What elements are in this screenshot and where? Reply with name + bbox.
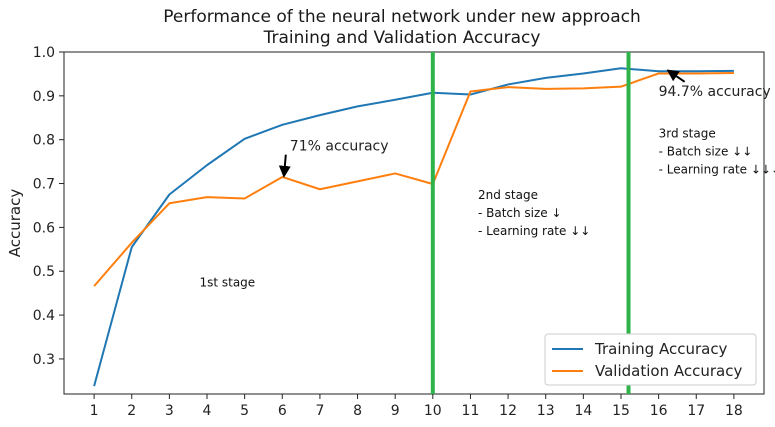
x-tick-label: 16 bbox=[650, 403, 668, 419]
chart-subtitle: Training and Validation Accuracy bbox=[263, 28, 541, 48]
x-tick-label: 18 bbox=[725, 403, 743, 419]
accuracy-annotation: 94.7% accuracy bbox=[659, 84, 771, 100]
plot-area: 0.30.40.50.60.70.80.91.01 2 3 4 5 6 7 8 9 10 11 12 1… bbox=[33, 45, 775, 419]
x-tick-label: 6 bbox=[278, 403, 287, 419]
accuracy-annotation: 71% accuracy bbox=[290, 139, 389, 155]
legend-label: Validation Accuracy bbox=[595, 362, 742, 380]
stage-note-line: 3rd stage bbox=[659, 127, 716, 141]
annotation-arrow bbox=[278, 154, 291, 178]
x-tick-label: 4 bbox=[203, 403, 212, 419]
chart-title: Performance of the neural network under … bbox=[163, 7, 641, 27]
x-tick-label: 1 bbox=[90, 403, 99, 419]
legend-box bbox=[544, 333, 757, 386]
y-axis-label: Accuracy bbox=[6, 189, 24, 258]
y-tick-label: 0.3 bbox=[33, 352, 55, 368]
x-tick-label: 7 bbox=[315, 403, 324, 419]
x-tick-label: 10 bbox=[424, 403, 442, 419]
y-tick-label: 0.8 bbox=[33, 133, 55, 149]
y-tick-label: 1.0 bbox=[33, 45, 55, 61]
y-tick-label: 0.6 bbox=[33, 220, 55, 236]
x-tick-label: 3 bbox=[165, 403, 174, 419]
x-tick-label: 5 bbox=[240, 403, 249, 419]
x-tick-label: 13 bbox=[537, 403, 555, 419]
stage-note-line: 1st stage bbox=[199, 276, 255, 290]
x-tick-label: 14 bbox=[574, 403, 592, 419]
x-tick-label: 11 bbox=[462, 403, 480, 419]
x-tick-label: 9 bbox=[391, 403, 400, 419]
x-tick-label: 17 bbox=[687, 403, 705, 419]
stage-note-line: - Batch size ↓ bbox=[478, 206, 562, 220]
stage-note-line: - Learning rate ↓↓ bbox=[478, 224, 590, 238]
annotation-arrow bbox=[666, 69, 686, 83]
x-tick-label: 2 bbox=[127, 403, 136, 419]
x-tick-label: 8 bbox=[353, 403, 362, 419]
y-tick-label: 0.9 bbox=[33, 89, 55, 105]
y-tick-label: 0.5 bbox=[33, 264, 55, 280]
y-tick-label: 0.4 bbox=[33, 308, 55, 324]
stage-note-line: - Learning rate ↓↓↓ bbox=[659, 163, 775, 177]
plot-frame bbox=[63, 51, 765, 395]
x-tick-label: 15 bbox=[612, 403, 630, 419]
y-tick-label: 0.7 bbox=[33, 177, 55, 193]
stage-note-line: - Batch size ↓↓ bbox=[659, 145, 753, 159]
stage-note-line: 2nd stage bbox=[478, 188, 538, 202]
x-tick-label: 12 bbox=[499, 403, 517, 419]
legend-label: Training Accuracy bbox=[594, 340, 728, 358]
